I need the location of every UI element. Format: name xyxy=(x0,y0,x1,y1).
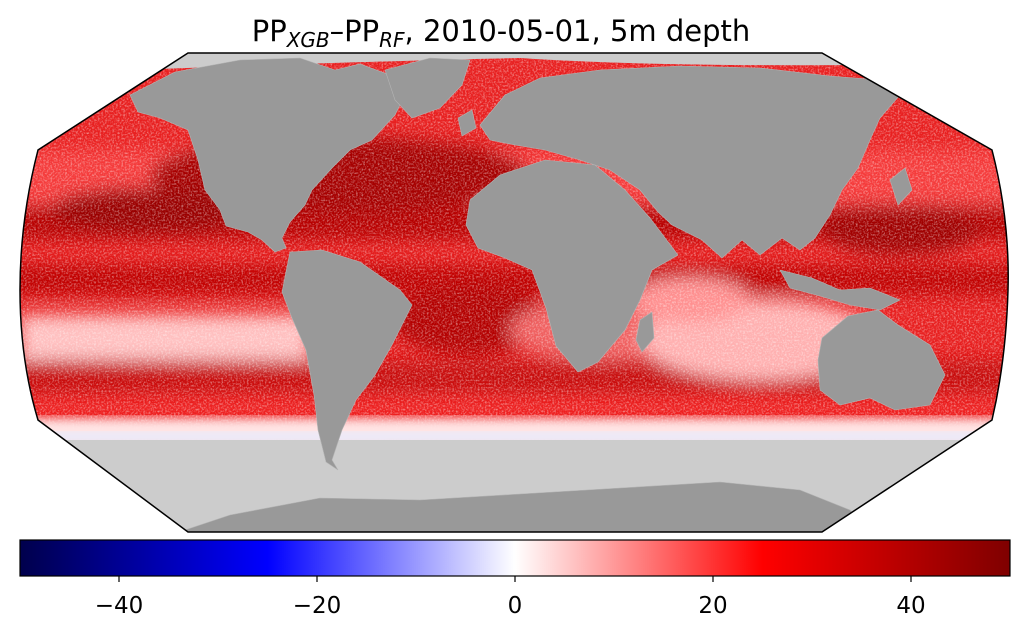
world-map xyxy=(19,52,1009,533)
title-subscript-rf: RF xyxy=(379,28,405,52)
colorbar-tick-label: 40 xyxy=(896,593,925,619)
title-prefix: PP xyxy=(251,14,287,48)
colorbar-ticks: −40 −20 0 20 40 xyxy=(95,576,926,619)
eurasia-land xyxy=(479,65,901,259)
antarctica-land xyxy=(159,481,881,532)
madagascar-land xyxy=(635,311,655,353)
indonesia-land xyxy=(779,269,901,311)
title-dash: –PP xyxy=(329,14,380,48)
title-suffix: , 2010-05-01, 5m depth xyxy=(404,14,751,48)
uk-land xyxy=(457,109,477,137)
colorbar-gradient xyxy=(19,539,1011,577)
greenland-land xyxy=(384,57,471,119)
colorbar-tick-label: 20 xyxy=(698,593,727,619)
north-america-land xyxy=(129,57,406,253)
japan-land xyxy=(889,167,913,206)
colorbar-tick-label: −40 xyxy=(95,593,144,619)
south-america-land xyxy=(281,249,413,471)
map-title: PPXGB–PPRF, 2010-05-01, 5m depth xyxy=(0,14,1002,52)
australia-land xyxy=(817,309,946,411)
land-masses xyxy=(129,57,946,532)
colorbar-tick-label: 0 xyxy=(508,593,523,619)
arctic-no-data xyxy=(20,53,1009,75)
map-boundary xyxy=(19,52,1009,533)
africa-land xyxy=(465,159,679,373)
title-subscript-xgb: XGB xyxy=(286,28,330,52)
colorbar-tick-label: −20 xyxy=(293,593,342,619)
